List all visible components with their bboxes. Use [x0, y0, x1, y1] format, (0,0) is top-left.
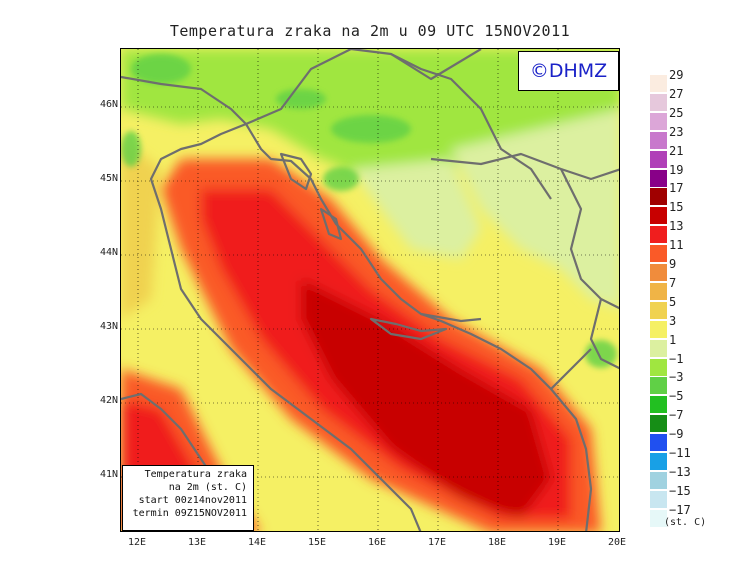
legend-swatch	[650, 471, 667, 489]
lat-label: 43N	[99, 321, 118, 332]
legend-swatch	[650, 245, 667, 263]
legend-label: −3	[669, 370, 684, 385]
grid	[121, 49, 619, 531]
legend-swatch	[650, 320, 667, 338]
legend-label: 7	[669, 275, 677, 290]
lat-label: 44N	[99, 247, 118, 258]
legend-swatch	[650, 188, 667, 206]
lat-label: 41N	[99, 469, 118, 480]
lon-label: 14E	[247, 537, 267, 548]
legend-swatch	[650, 282, 667, 300]
legend-label: −1	[669, 351, 684, 366]
lat-label: 42N	[99, 395, 118, 406]
legend-swatch	[650, 509, 667, 527]
legend-label: 27	[669, 86, 684, 101]
legend-label: 21	[669, 143, 684, 158]
legend-swatch	[650, 131, 667, 149]
info-line-3: start 00z14nov2011	[138, 495, 247, 506]
legend-label: −9	[669, 427, 684, 442]
lon-label: 17E	[427, 537, 447, 548]
legend-swatch	[650, 150, 667, 168]
coastlines	[121, 49, 619, 531]
legend-swatch	[650, 453, 667, 470]
lon-label: 18E	[487, 537, 507, 548]
dhmz-logo: ©DHMZ	[518, 51, 619, 91]
legend-label: 29	[669, 68, 684, 82]
legend-swatch	[650, 226, 667, 244]
legend-label: 1	[669, 332, 677, 347]
legend-swatch	[650, 396, 667, 414]
info-line-4: termin 09Z15NOV2011	[132, 508, 247, 519]
legend-swatch	[650, 75, 667, 92]
legend-label: −5	[669, 389, 684, 404]
legend-swatch	[650, 112, 667, 130]
legend-swatch	[650, 377, 667, 395]
legend-label: 9	[669, 257, 677, 271]
info-box: Temperatura zraka na 2m (st. C) start 00…	[122, 465, 254, 531]
legend-label: −7	[669, 408, 684, 423]
legend-label: −15	[669, 483, 691, 498]
lat-label: 46N	[99, 99, 118, 110]
legend-swatch	[650, 358, 667, 376]
legend-label: 13	[669, 219, 684, 234]
legend-label: 15	[669, 200, 684, 215]
lon-label: 16E	[367, 537, 387, 548]
legend-label: 25	[669, 105, 684, 120]
legend-label: −17	[669, 502, 691, 517]
legend-swatch	[650, 301, 667, 319]
legend-label: 19	[669, 162, 684, 177]
legend-swatch	[650, 93, 667, 111]
legend-swatch	[650, 339, 667, 357]
legend-label: 3	[669, 313, 677, 328]
lon-label: 19E	[547, 537, 567, 548]
info-line-1: Temperatura zraka	[144, 469, 247, 480]
legend-swatch	[650, 169, 667, 187]
legend-label: −11	[669, 446, 691, 460]
legend-swatch	[650, 207, 667, 225]
lon-label: 13E	[187, 537, 207, 548]
lon-label: 15E	[307, 537, 327, 548]
info-line-2: na 2m (st. C)	[168, 482, 247, 493]
legend-swatch	[650, 415, 667, 433]
temperature-map[interactable]: ©DHMZ Temperatura zraka na 2m (st. C) st…	[120, 48, 620, 532]
legend-label: 11	[669, 238, 684, 253]
lon-label: 12E	[127, 537, 147, 548]
legend-label: 23	[669, 124, 684, 139]
legend-unit: (st. C)	[664, 517, 707, 528]
legend-swatch	[650, 434, 667, 452]
legend-label: −13	[669, 464, 691, 479]
legend-label: 17	[669, 181, 684, 196]
legend-label: 5	[669, 294, 677, 309]
map-canvas	[121, 49, 619, 531]
lon-label: 20E	[607, 537, 627, 548]
legend-swatch	[650, 490, 667, 508]
map-title: Temperatura zraka na 2m u 09 UTC 15NOV20…	[169, 22, 571, 40]
lat-label: 45N	[99, 173, 118, 184]
legend-swatch	[650, 264, 667, 281]
